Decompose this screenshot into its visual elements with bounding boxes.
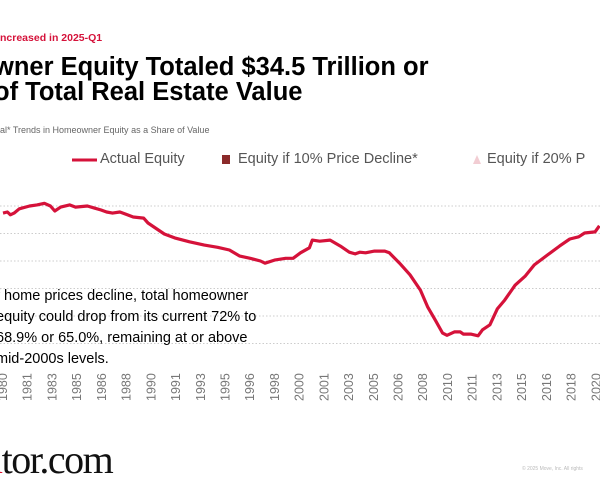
x-tick-label: 2015: [515, 373, 529, 401]
x-tick-label: 1980: [0, 373, 10, 401]
x-tick-label: 2001: [317, 373, 331, 401]
x-tick-label: 2008: [416, 373, 430, 401]
x-tick-label: 2003: [342, 373, 356, 401]
x-tick-label: 2005: [367, 373, 381, 401]
x-tick-label: 2000: [293, 373, 307, 401]
copyright-text: © 2025 Move, Inc. All rights: [522, 466, 583, 472]
legend-label-10pct-decline: Equity if 10% Price Decline*: [238, 151, 418, 167]
annotation-line: 68.9% or 65.0%, remaining at or above: [0, 330, 248, 346]
series-line-actual-equity: [2, 201, 600, 338]
chart-title-line-1: wner Equity Totaled $34.5 Trillion or: [0, 53, 429, 81]
x-tick-label: 2016: [540, 373, 554, 401]
x-tick-label: 1998: [268, 373, 282, 401]
x-tick-label: 2018: [565, 373, 579, 401]
kicker-text: ncreased in 2025-Q1: [0, 32, 103, 44]
x-tick-label: 1983: [45, 373, 59, 401]
x-tick-label: 2020: [589, 373, 600, 401]
x-tick-label: 1990: [144, 373, 158, 401]
x-tick-label: 2010: [441, 373, 455, 401]
x-tick-label: 1991: [169, 373, 183, 401]
realtor-logo: ltor.com: [0, 437, 114, 482]
x-tick-label: 2011: [466, 374, 480, 401]
x-tick-label: 1993: [194, 373, 208, 401]
chart-subtitle: al* Trends in Homeowner Equity as a Shar…: [0, 125, 210, 135]
x-tick-label: 2013: [490, 373, 504, 401]
legend-label-actual-equity: Actual Equity: [100, 151, 185, 167]
legend-square-marker: [222, 155, 230, 164]
annotation-text: f home prices decline, total homeowner e…: [0, 286, 256, 370]
legend-triangle-marker: [473, 155, 481, 164]
x-tick-label: 1981: [21, 373, 35, 401]
annotation-line: mid-2000s levels.: [0, 351, 109, 367]
chart-title-line-2: of Total Real Estate Value: [0, 78, 303, 106]
annotation-line: f home prices decline, total homeowner: [0, 288, 249, 304]
x-tick-label: 1985: [70, 373, 84, 401]
x-tick-label: 1988: [120, 373, 134, 401]
x-tick-label: 2006: [392, 373, 406, 401]
x-tick-label: 1996: [243, 373, 257, 401]
x-tick-label: 1986: [95, 373, 109, 401]
x-tick-label: 1995: [218, 373, 232, 401]
annotation-line: equity could drop from its current 72% t…: [0, 309, 257, 325]
legend-label-20pct-decline: Equity if 20% P: [487, 151, 586, 167]
